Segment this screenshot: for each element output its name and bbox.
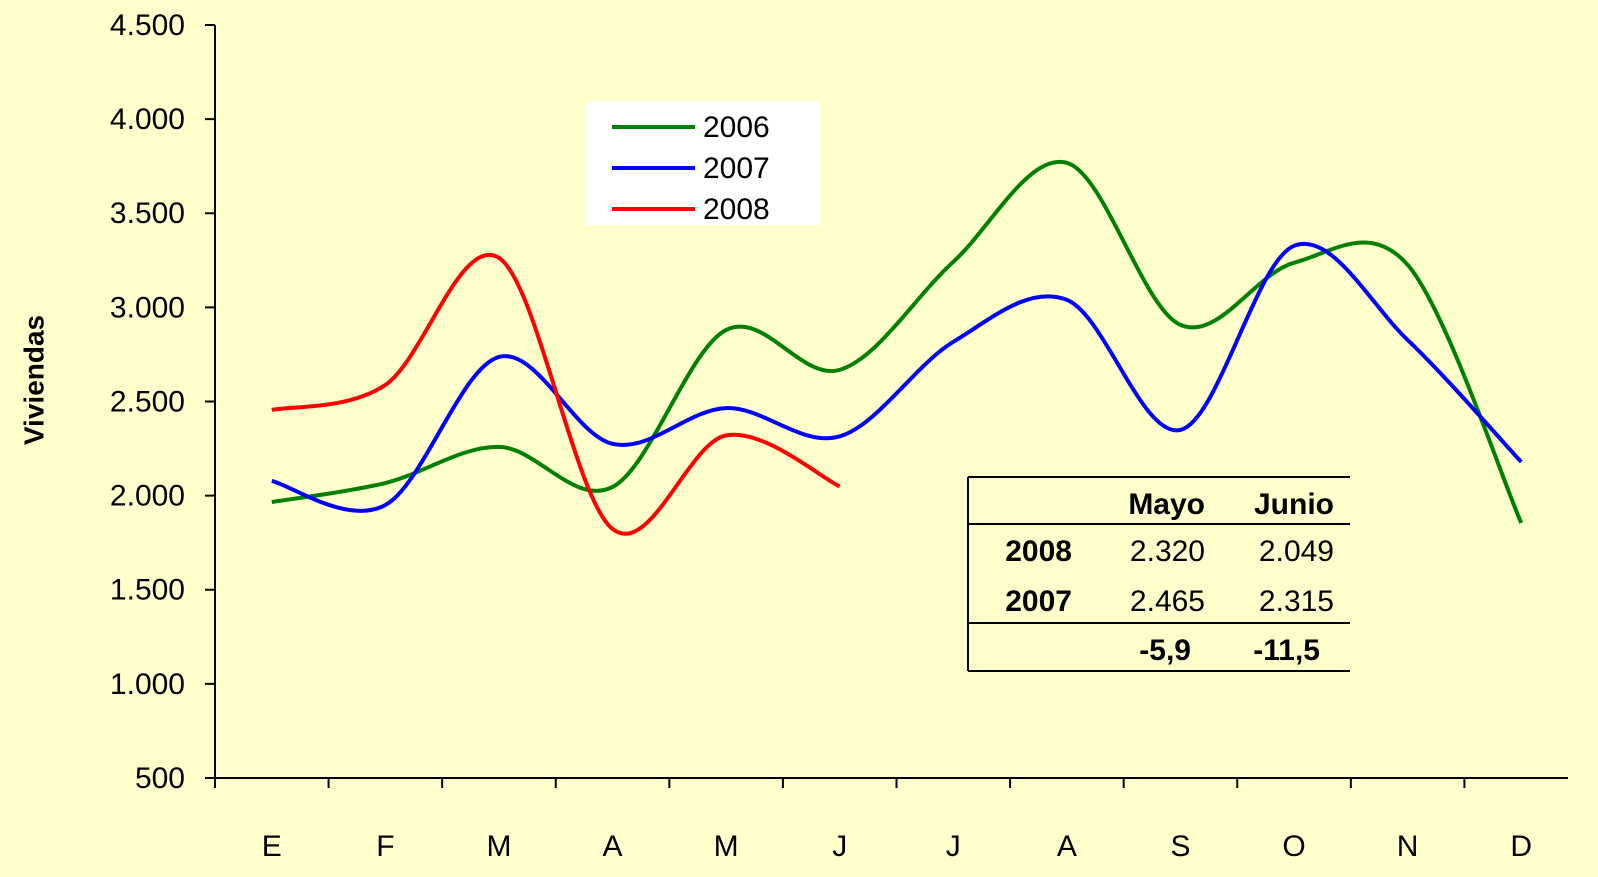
- x-tick-label: D: [1510, 830, 1532, 863]
- table-row-label: 2008: [1005, 535, 1072, 568]
- x-tick-label: M: [486, 830, 511, 863]
- y-tick-label: 2.000: [110, 480, 185, 513]
- table-header: Mayo: [1128, 488, 1205, 521]
- series-line: [271, 241, 1523, 513]
- x-tick-label: E: [262, 830, 282, 863]
- y-tick-label: 3.000: [110, 291, 185, 324]
- y-tick-label: 1.500: [110, 574, 185, 607]
- legend-label: 2008: [703, 193, 770, 226]
- legend-label: 2007: [703, 152, 770, 185]
- legend-label: 2006: [703, 111, 770, 144]
- table-cell: 2.315: [1259, 585, 1334, 618]
- x-tick-label: J: [832, 830, 847, 863]
- table-header: Junio: [1254, 488, 1334, 521]
- y-tick-label: 4.000: [110, 103, 185, 136]
- y-tick-label: 1.000: [110, 668, 185, 701]
- x-tick-label: N: [1397, 830, 1419, 863]
- x-tick-label: A: [603, 830, 623, 863]
- table-cell: 2.320: [1130, 535, 1205, 568]
- y-tick-label: 4.500: [110, 9, 185, 42]
- x-tick-label: A: [1057, 830, 1077, 863]
- series-line: [271, 252, 841, 536]
- y-tick-label: 2.500: [110, 385, 185, 418]
- table-row-label: 2007: [1005, 585, 1072, 618]
- table-footer: -11,5: [1253, 634, 1320, 667]
- x-tick-label: M: [714, 830, 739, 863]
- x-tick-label: F: [376, 830, 394, 863]
- legend-box: [585, 101, 820, 225]
- x-tick-label: J: [946, 830, 961, 863]
- table-footer: -5,9: [1139, 634, 1191, 667]
- x-tick-label: S: [1170, 830, 1190, 863]
- y-tick-label: 500: [135, 762, 185, 795]
- x-tick-label: O: [1282, 830, 1305, 863]
- table-cell: 2.465: [1130, 585, 1205, 618]
- series-line: [271, 159, 1524, 524]
- table-cell: 2.049: [1259, 535, 1334, 568]
- y-tick-label: 3.500: [110, 197, 185, 230]
- y-axis-label: Viviendas: [18, 315, 49, 445]
